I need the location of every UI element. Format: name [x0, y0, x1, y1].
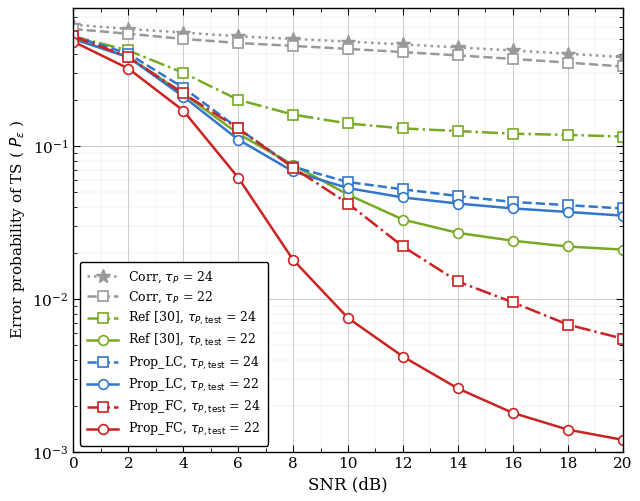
Ref [30], $\tau_{P,\mathrm{test}}$ = 24	[509, 131, 516, 137]
Prop_LC, $\tau_{P,\mathrm{test}}$ = 22	[70, 36, 77, 42]
Corr, $\tau_P$ = 24	[399, 42, 407, 48]
Ref [30], $\tau_{P,\mathrm{test}}$ = 22	[564, 243, 572, 249]
Prop_LC, $\tau_{P,\mathrm{test}}$ = 22	[289, 168, 297, 174]
Line: Ref [30], $\tau_{P,\mathrm{test}}$ = 22: Ref [30], $\tau_{P,\mathrm{test}}$ = 22	[68, 34, 627, 255]
Corr, $\tau_P$ = 22	[234, 40, 242, 46]
Prop_LC, $\tau_{P,\mathrm{test}}$ = 22	[399, 194, 407, 200]
Ref [30], $\tau_{P,\mathrm{test}}$ = 24	[344, 120, 352, 126]
Line: Prop_LC, $\tau_{P,\mathrm{test}}$ = 22: Prop_LC, $\tau_{P,\mathrm{test}}$ = 22	[68, 34, 627, 220]
Ref [30], $\tau_{P,\mathrm{test}}$ = 22	[399, 216, 407, 222]
Prop_LC, $\tau_{P,\mathrm{test}}$ = 22	[619, 212, 627, 218]
Ref [30], $\tau_{P,\mathrm{test}}$ = 24	[399, 125, 407, 131]
Prop_LC, $\tau_{P,\mathrm{test}}$ = 22	[125, 54, 132, 60]
Line: Prop_LC, $\tau_{P,\mathrm{test}}$ = 24: Prop_LC, $\tau_{P,\mathrm{test}}$ = 24	[68, 32, 627, 213]
Prop_LC, $\tau_{P,\mathrm{test}}$ = 24	[179, 85, 187, 91]
Corr, $\tau_P$ = 22	[289, 43, 297, 49]
Corr, $\tau_P$ = 22	[70, 26, 77, 32]
Prop_FC, $\tau_{P,\mathrm{test}}$ = 22	[399, 354, 407, 360]
Corr, $\tau_P$ = 22	[344, 46, 352, 52]
Prop_FC, $\tau_{P,\mathrm{test}}$ = 22	[125, 66, 132, 72]
Prop_FC, $\tau_{P,\mathrm{test}}$ = 22	[564, 426, 572, 432]
Ref [30], $\tau_{P,\mathrm{test}}$ = 22	[619, 246, 627, 253]
X-axis label: SNR (dB): SNR (dB)	[308, 476, 388, 493]
Corr, $\tau_P$ = 22	[619, 64, 627, 70]
Prop_FC, $\tau_{P,\mathrm{test}}$ = 22	[344, 315, 352, 321]
Prop_FC, $\tau_{P,\mathrm{test}}$ = 22	[179, 108, 187, 114]
Ref [30], $\tau_{P,\mathrm{test}}$ = 24	[179, 70, 187, 76]
Prop_LC, $\tau_{P,\mathrm{test}}$ = 22	[454, 200, 461, 206]
Ref [30], $\tau_{P,\mathrm{test}}$ = 22	[234, 131, 242, 137]
Prop_FC, $\tau_{P,\mathrm{test}}$ = 24	[564, 322, 572, 328]
Ref [30], $\tau_{P,\mathrm{test}}$ = 24	[234, 97, 242, 103]
Ref [30], $\tau_{P,\mathrm{test}}$ = 22	[70, 36, 77, 42]
Prop_FC, $\tau_{P,\mathrm{test}}$ = 24	[289, 165, 297, 171]
Corr, $\tau_P$ = 22	[564, 60, 572, 66]
Prop_LC, $\tau_{P,\mathrm{test}}$ = 24	[454, 193, 461, 199]
Prop_LC, $\tau_{P,\mathrm{test}}$ = 24	[509, 199, 516, 205]
Ref [30], $\tau_{P,\mathrm{test}}$ = 22	[289, 162, 297, 168]
Corr, $\tau_P$ = 24	[344, 39, 352, 45]
Corr, $\tau_P$ = 24	[454, 45, 461, 51]
Ref [30], $\tau_{P,\mathrm{test}}$ = 22	[125, 54, 132, 60]
Prop_LC, $\tau_{P,\mathrm{test}}$ = 22	[344, 185, 352, 191]
Prop_FC, $\tau_{P,\mathrm{test}}$ = 22	[454, 385, 461, 391]
Corr, $\tau_P$ = 24	[125, 26, 132, 32]
Prop_FC, $\tau_{P,\mathrm{test}}$ = 22	[509, 410, 516, 416]
Prop_FC, $\tau_{P,\mathrm{test}}$ = 24	[509, 299, 516, 305]
Ref [30], $\tau_{P,\mathrm{test}}$ = 22	[179, 91, 187, 97]
Prop_LC, $\tau_{P,\mathrm{test}}$ = 22	[564, 209, 572, 215]
Corr, $\tau_P$ = 24	[70, 22, 77, 28]
Corr, $\tau_P$ = 24	[509, 48, 516, 54]
Corr, $\tau_P$ = 22	[179, 36, 187, 42]
Corr, $\tau_P$ = 22	[509, 56, 516, 62]
Ref [30], $\tau_{P,\mathrm{test}}$ = 24	[125, 48, 132, 54]
Prop_FC, $\tau_{P,\mathrm{test}}$ = 24	[454, 279, 461, 285]
Legend: Corr, $\tau_P$ = 24, Corr, $\tau_P$ = 22, Ref [30], $\tau_{P,\mathrm{test}}$ = 2: Corr, $\tau_P$ = 24, Corr, $\tau_P$ = 22…	[79, 262, 268, 446]
Ref [30], $\tau_{P,\mathrm{test}}$ = 24	[619, 134, 627, 140]
Prop_LC, $\tau_{P,\mathrm{test}}$ = 24	[399, 186, 407, 192]
Corr, $\tau_P$ = 24	[619, 54, 627, 60]
Prop_LC, $\tau_{P,\mathrm{test}}$ = 24	[619, 205, 627, 211]
Line: Corr, $\tau_P$ = 22: Corr, $\tau_P$ = 22	[68, 24, 627, 71]
Prop_FC, $\tau_{P,\mathrm{test}}$ = 24	[344, 200, 352, 206]
Corr, $\tau_P$ = 24	[179, 30, 187, 36]
Line: Prop_FC, $\tau_{P,\mathrm{test}}$ = 24: Prop_FC, $\tau_{P,\mathrm{test}}$ = 24	[68, 32, 627, 344]
Y-axis label: Error probability of TS ( $P_\varepsilon$ ): Error probability of TS ( $P_\varepsilon…	[8, 120, 27, 339]
Line: Prop_FC, $\tau_{P,\mathrm{test}}$ = 22: Prop_FC, $\tau_{P,\mathrm{test}}$ = 22	[68, 37, 627, 445]
Ref [30], $\tau_{P,\mathrm{test}}$ = 24	[289, 112, 297, 118]
Corr, $\tau_P$ = 22	[399, 49, 407, 55]
Corr, $\tau_P$ = 24	[289, 36, 297, 42]
Corr, $\tau_P$ = 22	[454, 53, 461, 59]
Ref [30], $\tau_{P,\mathrm{test}}$ = 24	[564, 132, 572, 138]
Prop_FC, $\tau_{P,\mathrm{test}}$ = 24	[619, 336, 627, 342]
Prop_FC, $\tau_{P,\mathrm{test}}$ = 24	[125, 54, 132, 60]
Prop_FC, $\tau_{P,\mathrm{test}}$ = 24	[399, 243, 407, 249]
Ref [30], $\tau_{P,\mathrm{test}}$ = 24	[70, 33, 77, 39]
Prop_FC, $\tau_{P,\mathrm{test}}$ = 22	[70, 39, 77, 45]
Prop_LC, $\tau_{P,\mathrm{test}}$ = 24	[125, 51, 132, 57]
Prop_FC, $\tau_{P,\mathrm{test}}$ = 24	[70, 33, 77, 39]
Ref [30], $\tau_{P,\mathrm{test}}$ = 22	[344, 191, 352, 197]
Prop_FC, $\tau_{P,\mathrm{test}}$ = 24	[179, 91, 187, 97]
Prop_FC, $\tau_{P,\mathrm{test}}$ = 22	[234, 175, 242, 181]
Ref [30], $\tau_{P,\mathrm{test}}$ = 24	[454, 128, 461, 134]
Prop_LC, $\tau_{P,\mathrm{test}}$ = 22	[509, 205, 516, 211]
Prop_LC, $\tau_{P,\mathrm{test}}$ = 22	[179, 94, 187, 100]
Prop_LC, $\tau_{P,\mathrm{test}}$ = 24	[344, 179, 352, 185]
Line: Corr, $\tau_P$ = 24: Corr, $\tau_P$ = 24	[67, 18, 630, 64]
Prop_LC, $\tau_{P,\mathrm{test}}$ = 22	[234, 136, 242, 142]
Prop_LC, $\tau_{P,\mathrm{test}}$ = 24	[70, 33, 77, 39]
Prop_LC, $\tau_{P,\mathrm{test}}$ = 24	[234, 125, 242, 131]
Corr, $\tau_P$ = 22	[125, 31, 132, 37]
Ref [30], $\tau_{P,\mathrm{test}}$ = 22	[454, 230, 461, 236]
Prop_LC, $\tau_{P,\mathrm{test}}$ = 24	[289, 164, 297, 170]
Prop_FC, $\tau_{P,\mathrm{test}}$ = 22	[289, 257, 297, 263]
Prop_FC, $\tau_{P,\mathrm{test}}$ = 24	[234, 125, 242, 131]
Corr, $\tau_P$ = 24	[234, 33, 242, 39]
Ref [30], $\tau_{P,\mathrm{test}}$ = 22	[509, 237, 516, 243]
Prop_FC, $\tau_{P,\mathrm{test}}$ = 22	[619, 437, 627, 443]
Prop_LC, $\tau_{P,\mathrm{test}}$ = 24	[564, 202, 572, 208]
Corr, $\tau_P$ = 24	[564, 51, 572, 57]
Line: Ref [30], $\tau_{P,\mathrm{test}}$ = 24: Ref [30], $\tau_{P,\mathrm{test}}$ = 24	[68, 32, 627, 141]
